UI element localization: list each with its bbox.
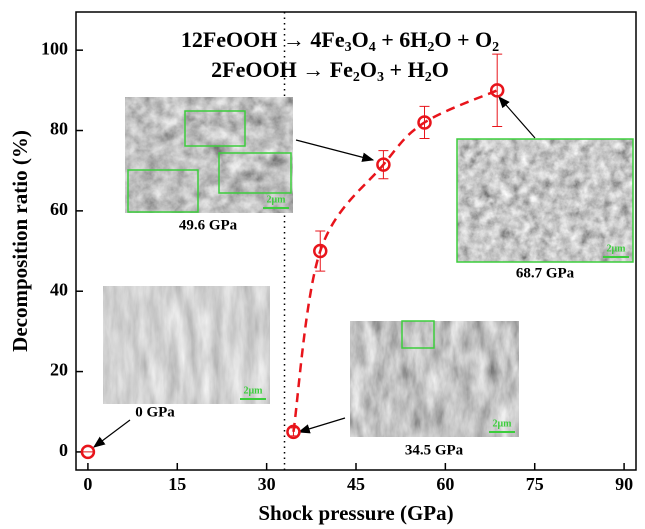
- equation-subscript: 2: [492, 40, 499, 55]
- scale-label: 2μm: [244, 385, 264, 396]
- inset-label: 68.7 GPa: [516, 265, 575, 281]
- scale-label: 2μm: [493, 418, 513, 429]
- equation-text: + H: [384, 57, 425, 82]
- y-tick-label: 80: [50, 119, 68, 139]
- arrow: [499, 97, 535, 138]
- equation-text: O: [432, 57, 449, 82]
- error-bar: [420, 106, 430, 138]
- x-tick-label: 45: [347, 474, 365, 494]
- equation-subscript: 2: [427, 40, 434, 55]
- inset-label: 49.6 GPa: [179, 217, 238, 233]
- equation-text: O: [352, 27, 369, 52]
- x-tick-label: 0: [83, 474, 92, 494]
- equation-subscript: 3: [377, 70, 384, 85]
- arrow: [296, 140, 373, 160]
- equation-subscript: 4: [369, 40, 376, 55]
- equation-subscript: 2: [425, 70, 432, 85]
- inset-label: 0 GPa: [135, 404, 175, 420]
- inset-label: 34.5 GPa: [405, 442, 464, 458]
- y-tick-label: 100: [41, 38, 68, 58]
- x-tick-label: 75: [526, 474, 544, 494]
- equation-text: + 6H: [376, 27, 428, 52]
- equation-subscript: 2: [353, 70, 360, 85]
- x-tick-label: 90: [615, 474, 633, 494]
- y-tick-label: 60: [50, 199, 68, 219]
- y-tick-label: 20: [50, 360, 68, 380]
- y-axis-label: Decomposition ratio (%): [8, 130, 32, 352]
- error-bar: [378, 151, 388, 179]
- equation-text: O: [360, 57, 377, 82]
- error-bar: [288, 428, 298, 436]
- chart: Shock pressure (GPa) Decomposition ratio…: [0, 0, 645, 529]
- x-tick-label: 30: [258, 474, 276, 494]
- equation-subscript: 3: [345, 40, 352, 55]
- x-tick-label: 15: [168, 474, 186, 494]
- equation: 12FeOOH → 4Fe3O4 + 6H2O + O2: [181, 27, 499, 55]
- scale-label: 2μm: [607, 243, 627, 254]
- error-bar: [492, 54, 502, 126]
- equation-text: O + O: [434, 27, 492, 52]
- y-tick-label: 40: [50, 279, 68, 299]
- equation: 2FeOOH → Fe2O3 + H2O: [211, 57, 449, 85]
- arrow: [94, 420, 130, 447]
- equation-text: 2FeOOH → Fe: [211, 57, 353, 82]
- x-axis-label: Shock pressure (GPa): [258, 501, 453, 525]
- equation-text: 12FeOOH → 4Fe: [181, 27, 345, 52]
- arrow: [299, 418, 345, 432]
- x-tick-label: 60: [436, 474, 454, 494]
- y-tick-label: 0: [59, 440, 68, 460]
- scale-label: 2μm: [267, 194, 287, 205]
